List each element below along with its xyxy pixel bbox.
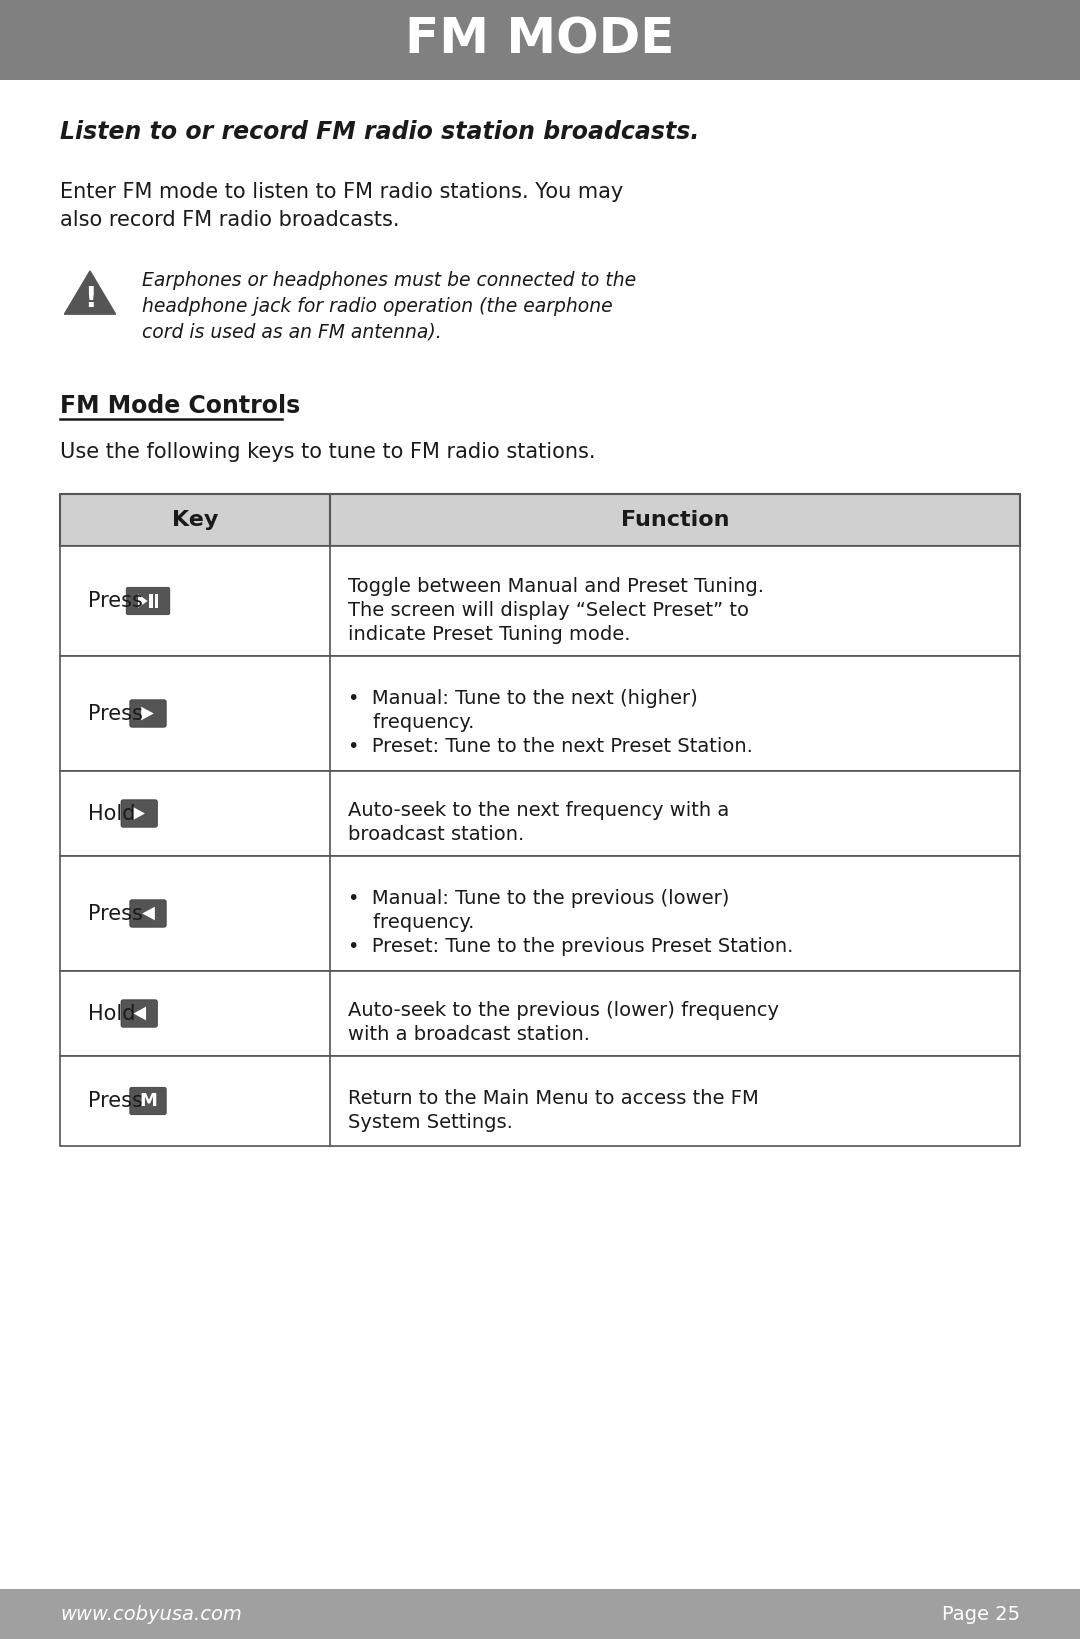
Text: Auto-seek to the next frequency with a: Auto-seek to the next frequency with a: [348, 801, 729, 821]
FancyBboxPatch shape: [130, 900, 166, 928]
FancyBboxPatch shape: [121, 800, 158, 828]
Text: cord is used as an FM antenna).: cord is used as an FM antenna).: [141, 323, 442, 343]
Bar: [149, 595, 152, 608]
Polygon shape: [141, 706, 153, 720]
Bar: [60, 970, 1020, 1056]
Polygon shape: [138, 595, 148, 608]
Bar: [0, 1588, 1080, 1639]
Bar: [60, 656, 1020, 770]
Bar: [0, 0, 1080, 80]
Text: Press: Press: [87, 903, 143, 923]
Text: indicate Preset Tuning mode.: indicate Preset Tuning mode.: [348, 624, 631, 644]
Bar: [60, 493, 1020, 546]
Text: •  Manual: Tune to the next (higher): • Manual: Tune to the next (higher): [348, 690, 698, 708]
Text: Key: Key: [172, 510, 218, 529]
Text: •  Preset: Tune to the previous Preset Station.: • Preset: Tune to the previous Preset St…: [348, 938, 794, 957]
Text: frequency.: frequency.: [348, 713, 474, 733]
Text: www.cobyusa.com: www.cobyusa.com: [60, 1605, 242, 1624]
FancyBboxPatch shape: [130, 700, 166, 728]
FancyBboxPatch shape: [126, 587, 170, 615]
Bar: [60, 856, 1020, 970]
Text: also record FM radio broadcasts.: also record FM radio broadcasts.: [60, 210, 400, 229]
Text: Toggle between Manual and Preset Tuning.: Toggle between Manual and Preset Tuning.: [348, 577, 764, 597]
Bar: [60, 546, 1020, 656]
Text: !: !: [83, 285, 96, 313]
Text: broadcast station.: broadcast station.: [348, 826, 524, 844]
Text: Hold: Hold: [87, 1003, 135, 1023]
Text: Hold: Hold: [87, 803, 135, 823]
Text: Press: Press: [87, 1092, 143, 1111]
Text: frequency.: frequency.: [348, 913, 474, 933]
Text: Enter FM mode to listen to FM radio stations. You may: Enter FM mode to listen to FM radio stat…: [60, 182, 623, 202]
Text: FM Mode Controls: FM Mode Controls: [60, 393, 300, 418]
Text: System Settings.: System Settings.: [348, 1113, 513, 1133]
Text: Earphones or headphones must be connected to the: Earphones or headphones must be connecte…: [141, 270, 636, 290]
Text: with a broadcast station.: with a broadcast station.: [348, 1026, 590, 1044]
Text: •  Preset: Tune to the next Preset Station.: • Preset: Tune to the next Preset Statio…: [348, 738, 753, 757]
Text: Use the following keys to tune to FM radio stations.: Use the following keys to tune to FM rad…: [60, 443, 595, 462]
Polygon shape: [133, 806, 145, 821]
Bar: [60, 770, 1020, 856]
Text: Page 25: Page 25: [942, 1605, 1020, 1624]
Polygon shape: [143, 906, 154, 921]
Text: Listen to or record FM radio station broadcasts.: Listen to or record FM radio station bro…: [60, 120, 700, 144]
FancyBboxPatch shape: [130, 1087, 166, 1115]
Text: FM MODE: FM MODE: [405, 16, 675, 64]
Text: headphone jack for radio operation (the earphone: headphone jack for radio operation (the …: [141, 297, 612, 316]
Bar: [60, 1056, 1020, 1146]
Text: Press: Press: [87, 592, 143, 611]
Text: Press: Press: [87, 703, 143, 723]
Bar: [154, 595, 159, 608]
Polygon shape: [134, 1006, 146, 1021]
Text: Function: Function: [621, 510, 729, 529]
Polygon shape: [65, 270, 116, 315]
Text: M: M: [139, 1092, 157, 1110]
Text: •  Manual: Tune to the previous (lower): • Manual: Tune to the previous (lower): [348, 890, 729, 908]
Text: Auto-seek to the previous (lower) frequency: Auto-seek to the previous (lower) freque…: [348, 1001, 779, 1021]
Text: The screen will display “Select Preset” to: The screen will display “Select Preset” …: [348, 602, 750, 620]
Text: Return to the Main Menu to access the FM: Return to the Main Menu to access the FM: [348, 1088, 759, 1108]
FancyBboxPatch shape: [121, 1000, 158, 1028]
